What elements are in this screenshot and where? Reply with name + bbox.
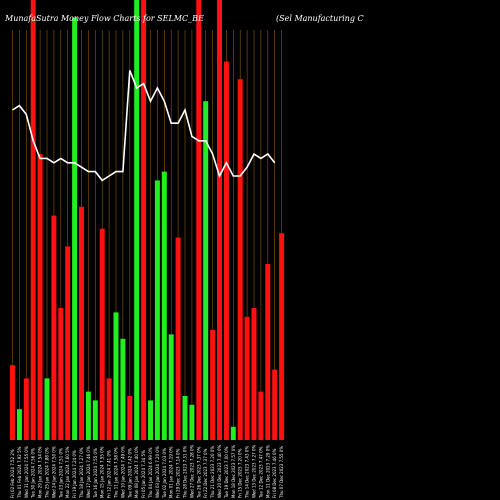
x-tick-label: Tue 02 Jan 2024 7.03 0% [162, 448, 167, 499]
money-flow-bar [65, 246, 71, 440]
money-flow-bar [92, 400, 98, 440]
money-flow-bar [217, 0, 222, 440]
money-flow-bar [196, 0, 202, 440]
x-tick-label: Thu 11 Jan 2024 7.58 0% [114, 447, 119, 499]
money-flow-bar [23, 378, 29, 440]
money-flow-bar [223, 61, 229, 440]
money-flow-bar [134, 0, 140, 440]
x-tick-label: Tue 23 Jan 2024 7.51 0% [58, 448, 63, 499]
x-tick-label: Tue 30 Jan 2024 7.56 0% [31, 448, 36, 499]
money-flow-bar [51, 215, 57, 440]
x-tick-label: Fri 05 Jan 2024 7.34 5% [141, 450, 146, 498]
x-tick-label: Wed 03 Jan 2024 7.20 0% [155, 446, 160, 498]
x-tick-label: Wed 10 Jan 2024 7.49 0% [120, 446, 125, 498]
money-flow-bar [237, 79, 243, 440]
x-tick-label: Mon 22 Jan 2024 7.60 5% [65, 446, 70, 498]
money-flow-bars [10, 0, 285, 440]
x-tick-label: Mon 18 Dec 2023 7.57 0% [231, 445, 236, 498]
money-flow-bar [141, 0, 147, 440]
money-flow-bar [72, 17, 78, 440]
money-flow-bar [106, 378, 112, 440]
x-tick-label: Thu 21 Dec 2023 7.20 0% [210, 446, 215, 499]
x-tick-label: Wed 17 Jan 2024 7.46 0% [86, 446, 91, 498]
x-tick-label: Mon 29 Jan 2024 7.54 0% [38, 446, 43, 498]
money-flow-bar [16, 409, 22, 440]
x-tick-label: Mon 01 Jan 2024 7.19 0% [169, 446, 174, 498]
money-flow-bar [258, 391, 264, 440]
x-tick-label: Tue 12 Dec 2023 7.47 0% [258, 446, 263, 499]
money-flow-bar [113, 312, 119, 440]
x-tick-label: Fri 12 Jan 2024 7.41 0% [107, 450, 112, 498]
money-flow-bar [79, 206, 84, 440]
money-flow-bar [10, 365, 15, 440]
x-tick-label: Thu 01 Feb 2024 7.92 5% [17, 446, 22, 499]
money-flow-bar [210, 330, 216, 440]
x-tick-label: Thu 18 Jan 2024 7.27 0% [79, 447, 84, 499]
money-flow-bar [244, 316, 250, 440]
money-flow-bar [182, 396, 188, 440]
x-tick-label: Wed 24 Jan 2024 7.50 0% [51, 446, 56, 498]
money-flow-bar [58, 308, 64, 440]
money-flow-bar [120, 338, 126, 440]
money-flow-bar [265, 264, 271, 440]
x-tick-label: Wed 27 Dec 2023 7.28 0% [189, 444, 194, 498]
money-flow-bar [44, 378, 50, 440]
x-tick-label: Wed 13 Dec 2023 7.27 0% [252, 444, 257, 498]
money-flow-bar [99, 228, 105, 440]
x-tick-label: Fri 08 Dec 2023 7.46 0% [272, 448, 277, 498]
x-tick-label: Wed 31 Jan 2024 7.55 0% [24, 446, 29, 498]
money-flow-bar [272, 369, 278, 440]
chart-title: MunafaSutra Money Flow Charts for SELMC_… [4, 14, 204, 23]
money-flow-bar [189, 404, 195, 440]
money-flow-bar [279, 233, 285, 440]
x-tick-label: Tue 19 Dec 2023 7.00 0% [224, 446, 229, 499]
x-tick-label: Mon 08 Jan 2024 7.40 0% [134, 446, 139, 498]
money-flow-bar [148, 400, 153, 440]
money-flow-bar [30, 0, 36, 440]
money-flow-bar [230, 426, 236, 440]
x-tick-label: Mon 11 Dec 2023 7.29 0% [265, 445, 270, 498]
money-flow-bar [37, 154, 43, 440]
money-flow-bar [168, 334, 174, 440]
x-tick-label: Fri 02 Feb 2024 7.52 2% [10, 449, 15, 498]
x-tick-label: Fri 15 Dec 2023 7.20 0% [238, 448, 243, 498]
money-flow-bar [161, 171, 167, 440]
money-flow-bar [251, 308, 257, 440]
x-tick-label: Wed 20 Dec 2023 7.40 0% [217, 444, 222, 498]
x-tick-label: Thu 14 Dec 2023 7.43 0% [245, 446, 250, 499]
x-tick-label: Thu 28 Dec 2023 7.31 0% [183, 446, 188, 499]
money-flow-bar [127, 396, 133, 440]
x-tick-label: Tue 09 Jan 2024 7.42 0% [127, 448, 132, 499]
x-tick-label: Thu 04 Jan 2024 6.99 0% [148, 447, 153, 499]
x-tick-label: Tue 16 Jan 2024 7.55 0% [93, 448, 98, 499]
x-axis-labels: Fri 02 Feb 2024 7.52 2% Thu 01 Feb 2024 7… [10, 444, 284, 499]
chart-subtitle: (Sel Manufacturing C [276, 14, 364, 23]
x-tick-label: Mon 15 Jan 2024 7.55 0% [100, 446, 105, 498]
x-tick-label: Thu 07 Dec 2023 7.55 0% [279, 446, 284, 499]
money-flow-bar [203, 101, 209, 440]
x-tick-label: Tue 26 Dec 2023 7.37 0% [196, 446, 201, 499]
money-flow-bar [154, 180, 160, 440]
money-flow-line [12, 70, 276, 182]
money-flow-bar [85, 391, 91, 440]
x-tick-label: Fri 19 Jan 2024 7.24 0% [72, 450, 77, 498]
x-tick-label: Fri 29 Dec 2023 7.14 0% [176, 448, 181, 498]
money-flow-bar [175, 237, 181, 440]
x-tick-label: Thu 25 Jan 2024 7.88 0% [45, 447, 50, 499]
x-tick-label: Fri 22 Dec 2023 7.37 0% [203, 448, 208, 498]
